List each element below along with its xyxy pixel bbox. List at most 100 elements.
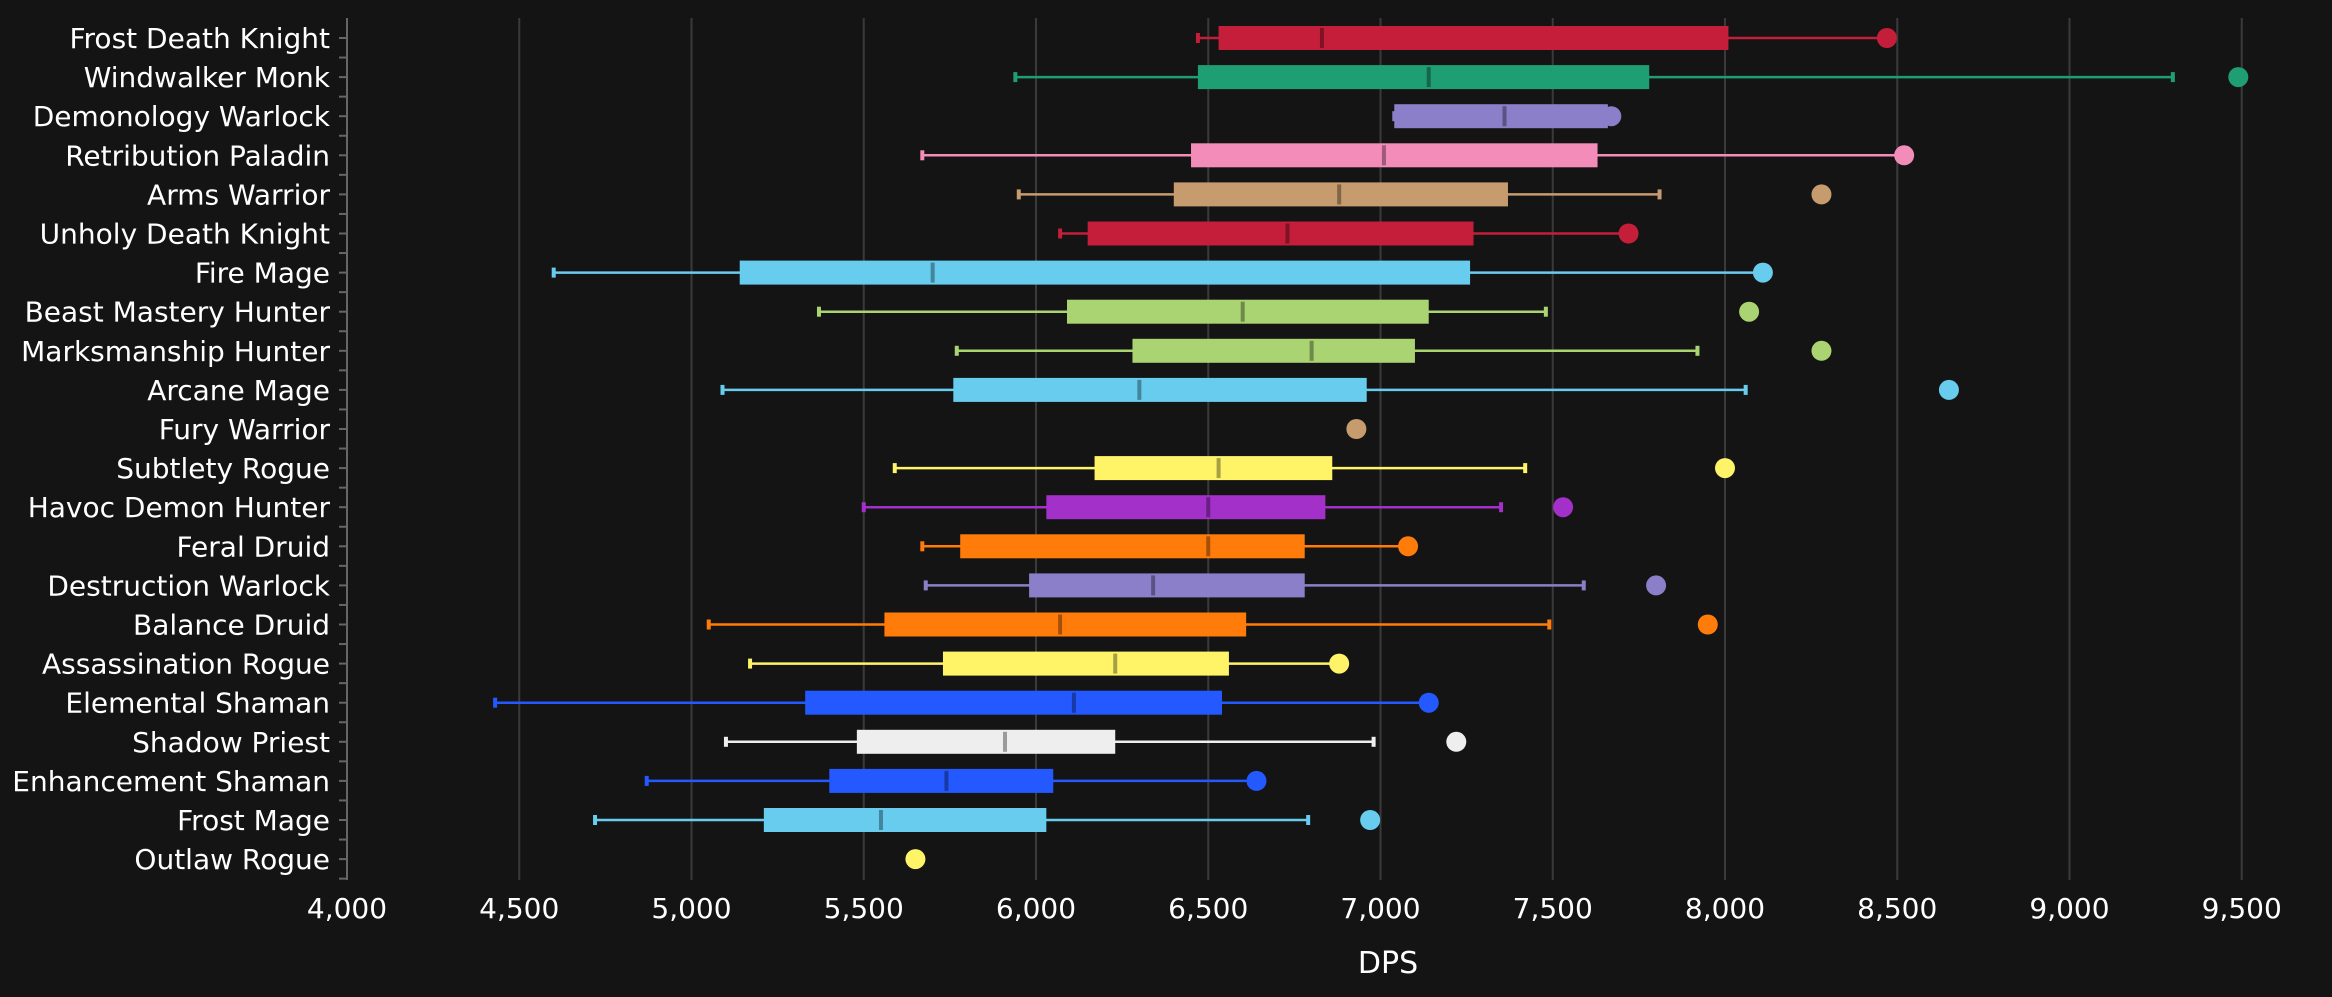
max-dot [1811, 340, 1832, 361]
box-frost-mage [593, 808, 1381, 832]
category-label: Enhancement Shaman [12, 765, 330, 798]
max-dot [1398, 536, 1419, 557]
category-label: Subtlety Rogue [116, 452, 330, 485]
category-label: Fury Warrior [159, 413, 331, 446]
category-labels: Frost Death Knight Windwalker Monk Demonol… [12, 22, 330, 876]
max-dot [2228, 67, 2249, 88]
x-axis-title: DPS [1358, 946, 1418, 981]
iqr-box [1173, 182, 1508, 207]
category-label: Frost Death Knight [69, 22, 330, 55]
iqr-box [739, 260, 1471, 285]
category-label: Windwalker Monk [84, 61, 331, 94]
x-tick-label: 6,000 [996, 892, 1076, 925]
x-tick-label: 8,500 [1857, 892, 1937, 925]
box-arcane-mage [720, 377, 1959, 402]
category-label: Assassination Rogue [42, 648, 330, 681]
iqr-box [805, 690, 1223, 715]
box-beast-mastery-hunter [816, 299, 1760, 324]
box-arms-warrior [1016, 182, 1832, 207]
max-dot [1752, 262, 1773, 283]
x-tick-label: 9,500 [2202, 892, 2282, 925]
category-label: Havoc Demon Hunter [28, 491, 331, 524]
box-subtlety-rogue [892, 456, 1735, 481]
category-label: Arms Warrior [147, 178, 330, 211]
iqr-box [829, 768, 1054, 793]
iqr-box [1191, 143, 1598, 168]
box-windwalker-monk [1013, 65, 2249, 90]
category-label: Unholy Death Knight [40, 218, 330, 251]
box-enhancement-shaman [644, 768, 1267, 793]
iqr-box [942, 651, 1229, 676]
iqr-box [1067, 299, 1429, 324]
box-unholy-death-knight [1058, 221, 1639, 246]
max-dot [1811, 184, 1832, 205]
iqr-box [1197, 65, 1650, 90]
box-fire-mage [551, 260, 1773, 285]
iqr-box [1094, 456, 1333, 481]
x-tick-label: 7,000 [1340, 892, 1420, 925]
max-dot [1246, 770, 1267, 791]
x-tick-label: 5,000 [651, 892, 731, 925]
max-dot [1418, 692, 1439, 713]
max-dot [905, 849, 926, 870]
max-dot [1329, 653, 1350, 674]
iqr-box [1046, 495, 1326, 520]
iqr-box [1394, 104, 1608, 129]
category-label: Arcane Mage [147, 374, 330, 407]
category-label: Demonology Warlock [33, 100, 331, 133]
box-outlaw-rogue [905, 849, 926, 870]
category-label: Fire Mage [195, 257, 330, 290]
box-elemental-shaman [493, 690, 1439, 715]
box-destruction-warlock [923, 573, 1667, 598]
max-dot [1601, 106, 1622, 127]
category-label: Shadow Priest [132, 726, 330, 759]
iqr-box [763, 808, 1047, 832]
iqr-box [953, 377, 1367, 402]
box-frost-death-knight [1195, 26, 1897, 50]
box-shadow-priest [723, 729, 1467, 754]
box-demonology-warlock [1392, 104, 1622, 129]
x-tick-label: 5,500 [824, 892, 904, 925]
box-balance-druid [706, 612, 1718, 637]
iqr-box [1029, 573, 1305, 598]
iqr-box [1132, 338, 1415, 363]
category-label: Marksmanship Hunter [21, 335, 330, 368]
category-label: Outlaw Rogue [134, 843, 330, 876]
iqr-box [884, 612, 1247, 637]
box-feral-druid [920, 534, 1419, 559]
category-label: Elemental Shaman [65, 687, 330, 720]
x-tick-label: 4,000 [307, 892, 387, 925]
box-layer [493, 26, 2249, 870]
x-tick-label: 4,500 [479, 892, 559, 925]
max-dot [1876, 28, 1897, 48]
x-axis-ticks: 4,000 4,500 5,000 5,500 6,000 6,500 7,000 7,500… [307, 892, 2282, 925]
iqr-box [1218, 26, 1729, 50]
max-dot [1346, 419, 1367, 439]
iqr-box [1087, 221, 1474, 246]
max-dot [1360, 810, 1381, 830]
box-havoc-demon-hunter [861, 495, 1574, 520]
category-label: Feral Druid [176, 530, 330, 563]
max-dot [1553, 497, 1574, 518]
category-label: Retribution Paladin [65, 139, 330, 172]
x-tick-label: 9,000 [2029, 892, 2109, 925]
iqr-box [960, 534, 1305, 559]
max-dot [1715, 458, 1735, 479]
box-assassination-rogue [748, 651, 1350, 676]
x-tick-label: 7,500 [1513, 892, 1593, 925]
x-tick-label: 8,000 [1685, 892, 1765, 925]
category-label: Balance Druid [133, 609, 330, 642]
max-dot [1646, 575, 1667, 596]
max-dot [1618, 223, 1639, 244]
box-marksmanship-hunter [954, 338, 1832, 363]
max-dot [1697, 614, 1718, 635]
max-dot [1894, 145, 1915, 166]
max-dot [1446, 731, 1467, 752]
x-tick-label: 6,500 [1168, 892, 1248, 925]
iqr-box [856, 729, 1116, 754]
category-label: Frost Mage [177, 804, 330, 837]
box-retribution-paladin [920, 143, 1915, 168]
max-dot [1739, 301, 1760, 322]
category-label: Destruction Warlock [47, 569, 330, 602]
